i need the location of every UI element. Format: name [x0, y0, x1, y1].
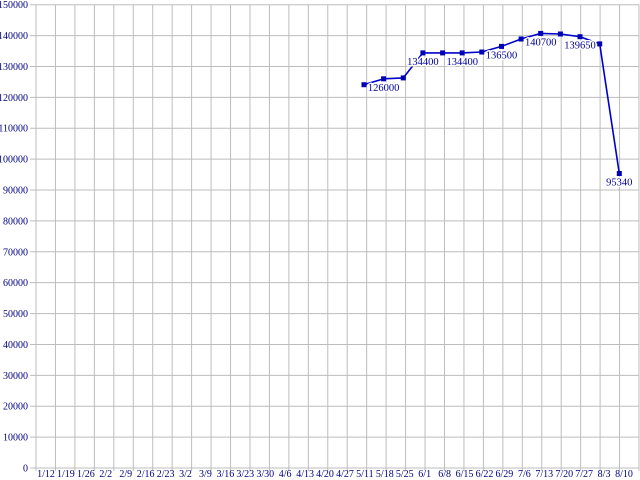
x-tick-label: 1/12: [37, 469, 55, 480]
x-tick-label: 5/25: [396, 469, 414, 480]
x-tick-label: 3/16: [216, 469, 234, 480]
data-point-marker: [400, 75, 406, 81]
x-tick-label: 7/6: [518, 469, 531, 480]
data-point-marker: [577, 34, 583, 40]
y-tick-label: 120000: [0, 93, 28, 104]
x-tick-label: 8/10: [615, 469, 633, 480]
x-axis-labels: 1/12 1/19 1/26 2/2 2/9 2/16 2/23 3/2 3/9 3/16 3/23…: [37, 469, 633, 480]
data-point-marker: [381, 76, 387, 82]
data-value-label: 136500: [486, 50, 518, 61]
x-tick-label: 7/27: [575, 469, 593, 480]
data-value-label: 134400: [407, 57, 439, 68]
x-tick-label: 1/19: [57, 469, 75, 480]
y-tick-label: 20000: [3, 402, 28, 413]
x-tick-label: 6/1: [418, 469, 431, 480]
data-line: [363, 32, 621, 174]
data-point-marker: [459, 50, 465, 56]
y-tick-label: 110000: [0, 124, 28, 135]
x-tick-label: 7/20: [555, 469, 573, 480]
y-tick-label: 130000: [0, 62, 28, 73]
y-tick-label: 140000: [0, 31, 28, 42]
data-point-marker: [538, 30, 544, 36]
data-value-label: 95340: [606, 178, 632, 189]
vertical-gridlines: [35, 4, 640, 471]
x-tick-label: 2/2: [99, 469, 112, 480]
data-point-marker: [518, 36, 524, 42]
y-tick-label: 50000: [3, 309, 28, 320]
x-tick-label: 7/13: [535, 469, 553, 480]
x-tick-label: 3/23: [236, 469, 254, 480]
x-tick-label: 6/22: [476, 469, 494, 480]
y-tick-label: 90000: [3, 186, 28, 197]
y-tick-label: 70000: [3, 247, 28, 258]
data-markers: [361, 30, 622, 176]
y-tick-label: 150000: [0, 0, 28, 11]
data-labels: 126000 134400 134400 136500 140700 139650 9534…: [366, 36, 634, 190]
y-tick-label: 60000: [3, 278, 28, 289]
data-point-marker: [479, 49, 485, 55]
y-tick-label: 10000: [3, 433, 28, 444]
data-point-marker: [440, 50, 446, 56]
data-point-marker: [420, 50, 426, 56]
x-tick-label: 5/18: [376, 469, 394, 480]
x-tick-label: 4/13: [296, 469, 314, 480]
data-value-label: 134400: [446, 57, 478, 68]
data-point-marker: [557, 31, 563, 37]
x-tick-label: 6/29: [496, 469, 514, 480]
data-point-marker: [361, 82, 367, 88]
y-tick-label: 40000: [3, 340, 28, 351]
y-axis-labels: 0 10000 20000 30000 40000 50000 60000 70000 8000…: [0, 0, 28, 474]
x-tick-label: 6/8: [438, 469, 451, 480]
y-tick-label: 100000: [0, 155, 28, 166]
y-tick-label: 80000: [3, 216, 28, 227]
x-tick-label: 2/16: [137, 469, 155, 480]
data-point-marker: [597, 41, 603, 47]
data-value-label: 139650: [564, 41, 596, 52]
data-point-marker: [616, 171, 622, 176]
data-value-label: 140700: [525, 37, 557, 48]
data-value-label: 126000: [368, 83, 400, 94]
x-tick-label: 8/3: [598, 469, 611, 480]
x-tick-label: 4/6: [279, 469, 292, 480]
x-tick-label: 3/30: [256, 469, 274, 480]
x-tick-label: 4/20: [316, 469, 334, 480]
x-tick-label: 2/9: [119, 469, 132, 480]
data-point-marker: [499, 43, 504, 49]
x-tick-label: 3/2: [179, 469, 192, 480]
x-tick-label: 1/26: [77, 469, 95, 480]
horizontal-gridlines: [30, 4, 639, 469]
y-tick-label: 30000: [3, 371, 28, 382]
x-tick-label: 2/23: [157, 469, 175, 480]
x-tick-label: 6/15: [456, 469, 474, 480]
x-tick-label: 4/27: [336, 469, 354, 480]
x-tick-label: 3/9: [199, 469, 212, 480]
y-tick-label: 0: [23, 464, 28, 475]
x-tick-label: 5/11: [356, 469, 373, 480]
